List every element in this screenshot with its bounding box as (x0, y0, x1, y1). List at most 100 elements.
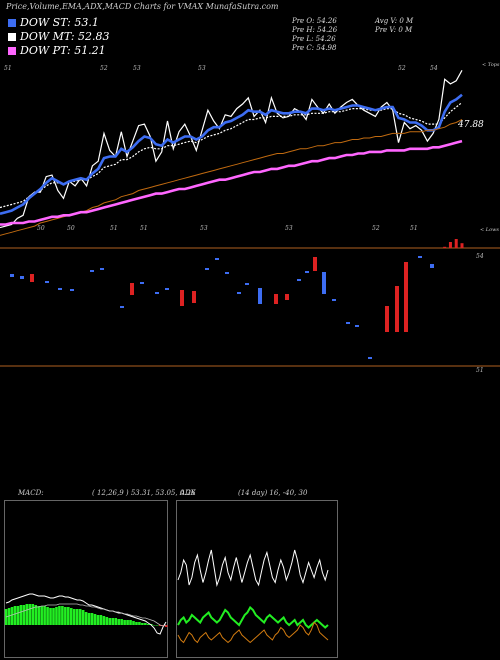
macd-frame (4, 500, 168, 658)
adx-chart (176, 500, 338, 658)
macd-params: ( 12,26,9 ) 53.31, 53.05, 0.26 (92, 489, 196, 497)
renko-brick (245, 283, 249, 285)
legend-swatch-pt (8, 47, 16, 55)
macd-histogram-bar (161, 625, 165, 626)
renko-brick (313, 257, 317, 271)
macd-chart (4, 500, 168, 658)
renko-scale-bottom: 51 (476, 367, 484, 374)
macd-histogram-bar (123, 620, 126, 625)
macd-histogram-bar (90, 613, 94, 625)
macd-histogram-bar (158, 625, 162, 626)
macd-histogram-bar (87, 613, 91, 625)
macd-histogram-bar (7, 608, 11, 625)
renko-brick (305, 271, 309, 273)
renko-brick (70, 289, 74, 291)
volume-bar (460, 243, 464, 248)
price-series-line (0, 70, 463, 229)
bottom-tick-label: 51 (410, 225, 418, 232)
ohlc-avg-volume: Avg V: 0 M (375, 17, 414, 25)
bottom-tick-label: 53 (200, 225, 208, 232)
macd-histogram-bar (147, 624, 150, 625)
renko-brick (418, 256, 422, 258)
renko-brick (10, 274, 14, 277)
renko-brick (192, 291, 196, 303)
renko-brick (140, 282, 144, 284)
renko-brick (355, 325, 359, 327)
macd-histogram-bar (141, 623, 144, 625)
renko-brick (100, 268, 104, 270)
top-tick-label: 52 (100, 65, 108, 72)
macd-histogram-bar (52, 608, 55, 625)
bottom-tick-label: 50 (37, 225, 45, 232)
macd-histogram-bar (105, 617, 109, 625)
renko-brick (258, 288, 262, 304)
top-tick-label: 51 (4, 65, 12, 72)
legend-label-pt: DOW PT: 51.21 (20, 44, 106, 57)
macd-histogram-bar (164, 625, 168, 627)
macd-histogram-bar (43, 606, 46, 625)
volume-bar (454, 239, 458, 248)
adx-series-line (177, 605, 329, 629)
macd-histogram-bar (129, 620, 132, 625)
macd-histogram-bar (144, 623, 147, 625)
chart-header-title: Price,Volume,EMA,ADX,MACD Charts for VMA… (6, 2, 279, 11)
axis-label-lows: < Lows (480, 227, 499, 233)
macd-histogram-bar (114, 618, 118, 625)
ohlc-pre-volume: Pre V: 0 M (375, 26, 413, 34)
price-series-line (0, 102, 463, 209)
axis-label-tops: < Tops (482, 62, 500, 68)
legend-swatch-st (8, 19, 16, 27)
renko-brick (322, 272, 326, 294)
macd-histogram-bar (111, 618, 115, 625)
last-value-label: 47.88 (457, 120, 484, 130)
macd-histogram-bar (152, 625, 156, 626)
macd-histogram-bar (49, 608, 52, 625)
macd-histogram-bar (75, 609, 79, 625)
macd-histogram-bar (13, 606, 17, 625)
price-chart: 51 52 53 53 52 54 50 50 51 51 53 53 52 51 < Tops < Lows… (0, 62, 500, 374)
renko-brick (58, 288, 62, 290)
macd-histogram-bar (72, 609, 76, 625)
top-tick-label: 52 (398, 65, 406, 72)
volume-bar (443, 246, 447, 248)
macd-histogram-bar (58, 606, 61, 625)
renko-brick (385, 306, 389, 332)
ohlc-high: Pre H: 54.26 (292, 26, 338, 34)
legend-label-mt: DOW MT: 52.83 (20, 30, 110, 43)
renko-brick (180, 290, 184, 306)
macd-histogram-bar (16, 606, 20, 625)
adx-params: (14 day) 16, -40, 30 (238, 489, 308, 497)
price-series-line (0, 139, 463, 226)
macd-histogram-bar (46, 607, 49, 625)
renko-scale-top: 54 (476, 253, 484, 260)
legend-dow-st: DOW ST: 53.1 (8, 16, 99, 29)
ohlc-close: Pre C: 54.98 (292, 44, 337, 52)
renko-brick (285, 294, 289, 300)
top-tick-label: 54 (430, 65, 438, 72)
macd-histogram-bar (61, 606, 64, 625)
bottom-tick-label: 53 (285, 225, 293, 232)
macd-title: MACD: (18, 489, 44, 497)
adx-series-line (177, 621, 329, 644)
price-series-line (0, 93, 463, 215)
macd-histogram-bar (81, 610, 85, 625)
renko-brick (368, 357, 372, 359)
macd-signal-line (5, 603, 167, 627)
ohlc-low: Pre L: 54.26 (292, 35, 336, 43)
renko-brick (395, 286, 399, 332)
macd-histogram-bar (55, 607, 58, 625)
macd-histogram-bar (93, 614, 97, 625)
macd-histogram-bar (10, 607, 14, 625)
top-tick-label: 53 (133, 65, 141, 72)
bottom-tick-label: 50 (67, 225, 75, 232)
renko-brick (332, 299, 336, 301)
renko-brick (346, 322, 350, 324)
bottom-tick-label: 51 (140, 225, 148, 232)
renko-brick (155, 292, 159, 294)
macd-histogram-bar (67, 607, 70, 625)
renko-brick (274, 294, 278, 304)
macd-histogram-bar (69, 608, 73, 625)
renko-brick (404, 262, 408, 332)
top-tick-label: 53 (198, 65, 206, 72)
renko-brick (165, 288, 169, 290)
